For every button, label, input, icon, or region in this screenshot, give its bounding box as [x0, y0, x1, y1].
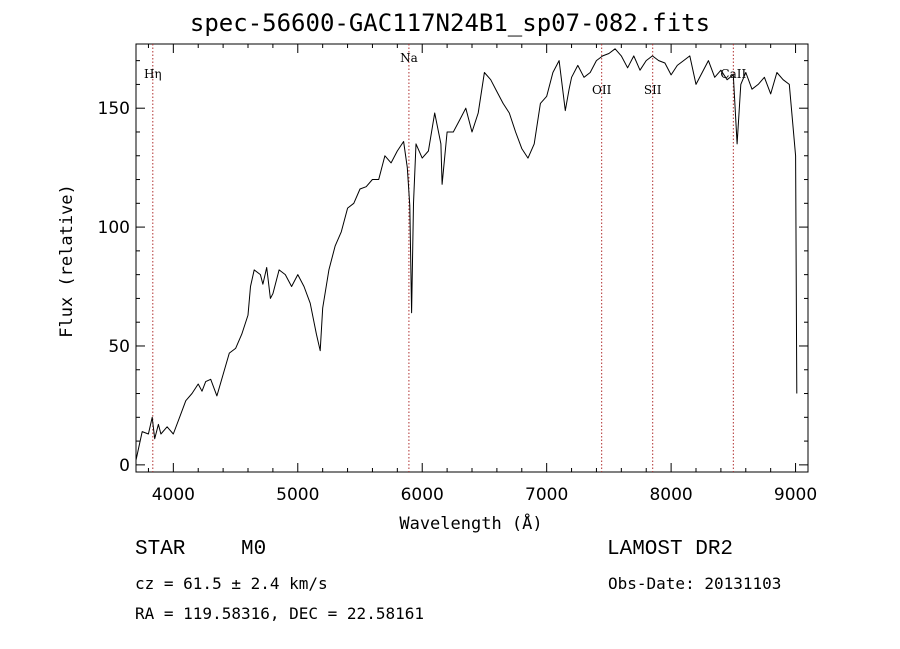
x-axis-label: Wavelength (Å): [399, 512, 542, 534]
x-tick-label: 4000: [152, 485, 195, 505]
object-class: STAR: [135, 538, 186, 561]
obs-date: Obs-Date: 20131103: [608, 574, 782, 593]
spectral-line-label: CaII: [720, 67, 746, 81]
y-tick-label: 0: [119, 456, 130, 476]
x-tick-label: 9000: [774, 485, 817, 505]
x-tick-label: 7000: [525, 485, 568, 505]
y-tick-label: 100: [98, 218, 130, 238]
y-axis-label: Flux (relative): [57, 184, 77, 338]
x-tick-label: 5000: [276, 485, 319, 505]
spectral-line-label: SII: [644, 83, 662, 97]
chart-title: spec-56600-GAC117N24B1_sp07-082.fits: [189, 9, 711, 37]
y-tick-label: 150: [98, 99, 130, 119]
x-tick-label: 6000: [401, 485, 444, 505]
object-subclass: M0: [241, 538, 267, 561]
flux-series-line: [135, 48, 798, 461]
spectral-line-label: Na: [400, 51, 418, 65]
plot-frame: [135, 43, 809, 473]
x-tick-label: 8000: [649, 485, 692, 505]
spectral-line-label: OII: [592, 83, 612, 97]
coordinates: RA = 119.58316, DEC = 22.58161: [135, 604, 424, 623]
survey-name: LAMOST DR2: [607, 538, 734, 561]
redshift-readout: cz = 61.5 ± 2.4 km/s: [135, 574, 328, 593]
spectral-line-label: Hη: [144, 67, 162, 81]
y-tick-label: 50: [108, 337, 130, 357]
